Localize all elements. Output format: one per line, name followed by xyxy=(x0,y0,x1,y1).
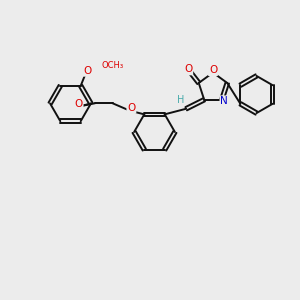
Text: O: O xyxy=(74,99,83,109)
Text: O: O xyxy=(184,64,192,74)
Text: H: H xyxy=(177,95,184,105)
Text: O: O xyxy=(83,66,92,76)
Text: N: N xyxy=(220,96,228,106)
Text: OCH₃: OCH₃ xyxy=(102,61,124,70)
Text: O: O xyxy=(127,103,136,113)
Text: O: O xyxy=(209,65,217,75)
